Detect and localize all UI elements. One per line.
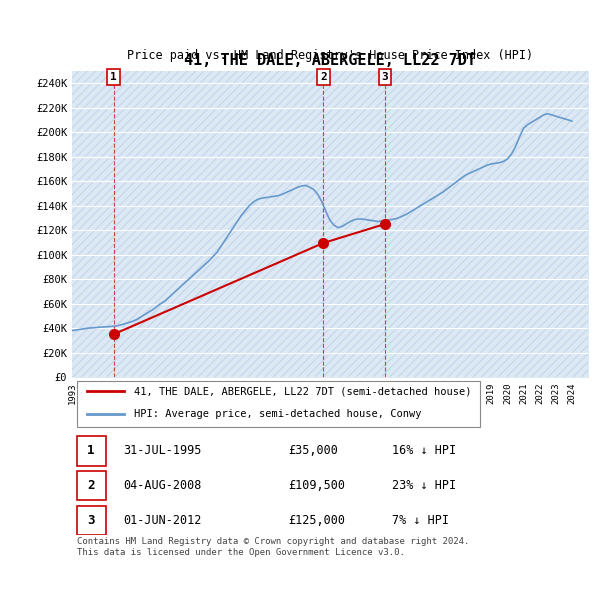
FancyBboxPatch shape [77, 436, 106, 466]
Text: Price paid vs. HM Land Registry's House Price Index (HPI): Price paid vs. HM Land Registry's House … [127, 49, 533, 62]
Text: 16% ↓ HPI: 16% ↓ HPI [392, 444, 456, 457]
Text: 3: 3 [88, 514, 95, 527]
Text: Contains HM Land Registry data © Crown copyright and database right 2024.
This d: Contains HM Land Registry data © Crown c… [77, 537, 470, 557]
Text: 41, THE DALE, ABERGELE, LL22 7DT (semi-detached house): 41, THE DALE, ABERGELE, LL22 7DT (semi-d… [134, 386, 472, 396]
Text: £35,000: £35,000 [289, 444, 338, 457]
Text: £125,000: £125,000 [289, 514, 346, 527]
Text: 7% ↓ HPI: 7% ↓ HPI [392, 514, 449, 527]
FancyBboxPatch shape [77, 471, 106, 500]
Text: 1: 1 [88, 444, 95, 457]
Title: 41, THE DALE, ABERGELE, LL22 7DT: 41, THE DALE, ABERGELE, LL22 7DT [184, 53, 476, 68]
FancyBboxPatch shape [77, 506, 106, 535]
Text: HPI: Average price, semi-detached house, Conwy: HPI: Average price, semi-detached house,… [134, 409, 421, 419]
Text: 3: 3 [382, 72, 389, 82]
Text: 01-JUN-2012: 01-JUN-2012 [124, 514, 202, 527]
Text: 2: 2 [320, 72, 327, 82]
FancyBboxPatch shape [77, 381, 479, 427]
Text: 31-JUL-1995: 31-JUL-1995 [124, 444, 202, 457]
Text: 04-AUG-2008: 04-AUG-2008 [124, 479, 202, 492]
Text: £109,500: £109,500 [289, 479, 346, 492]
Text: 23% ↓ HPI: 23% ↓ HPI [392, 479, 456, 492]
Text: 1: 1 [110, 72, 117, 82]
Text: 2: 2 [88, 479, 95, 492]
